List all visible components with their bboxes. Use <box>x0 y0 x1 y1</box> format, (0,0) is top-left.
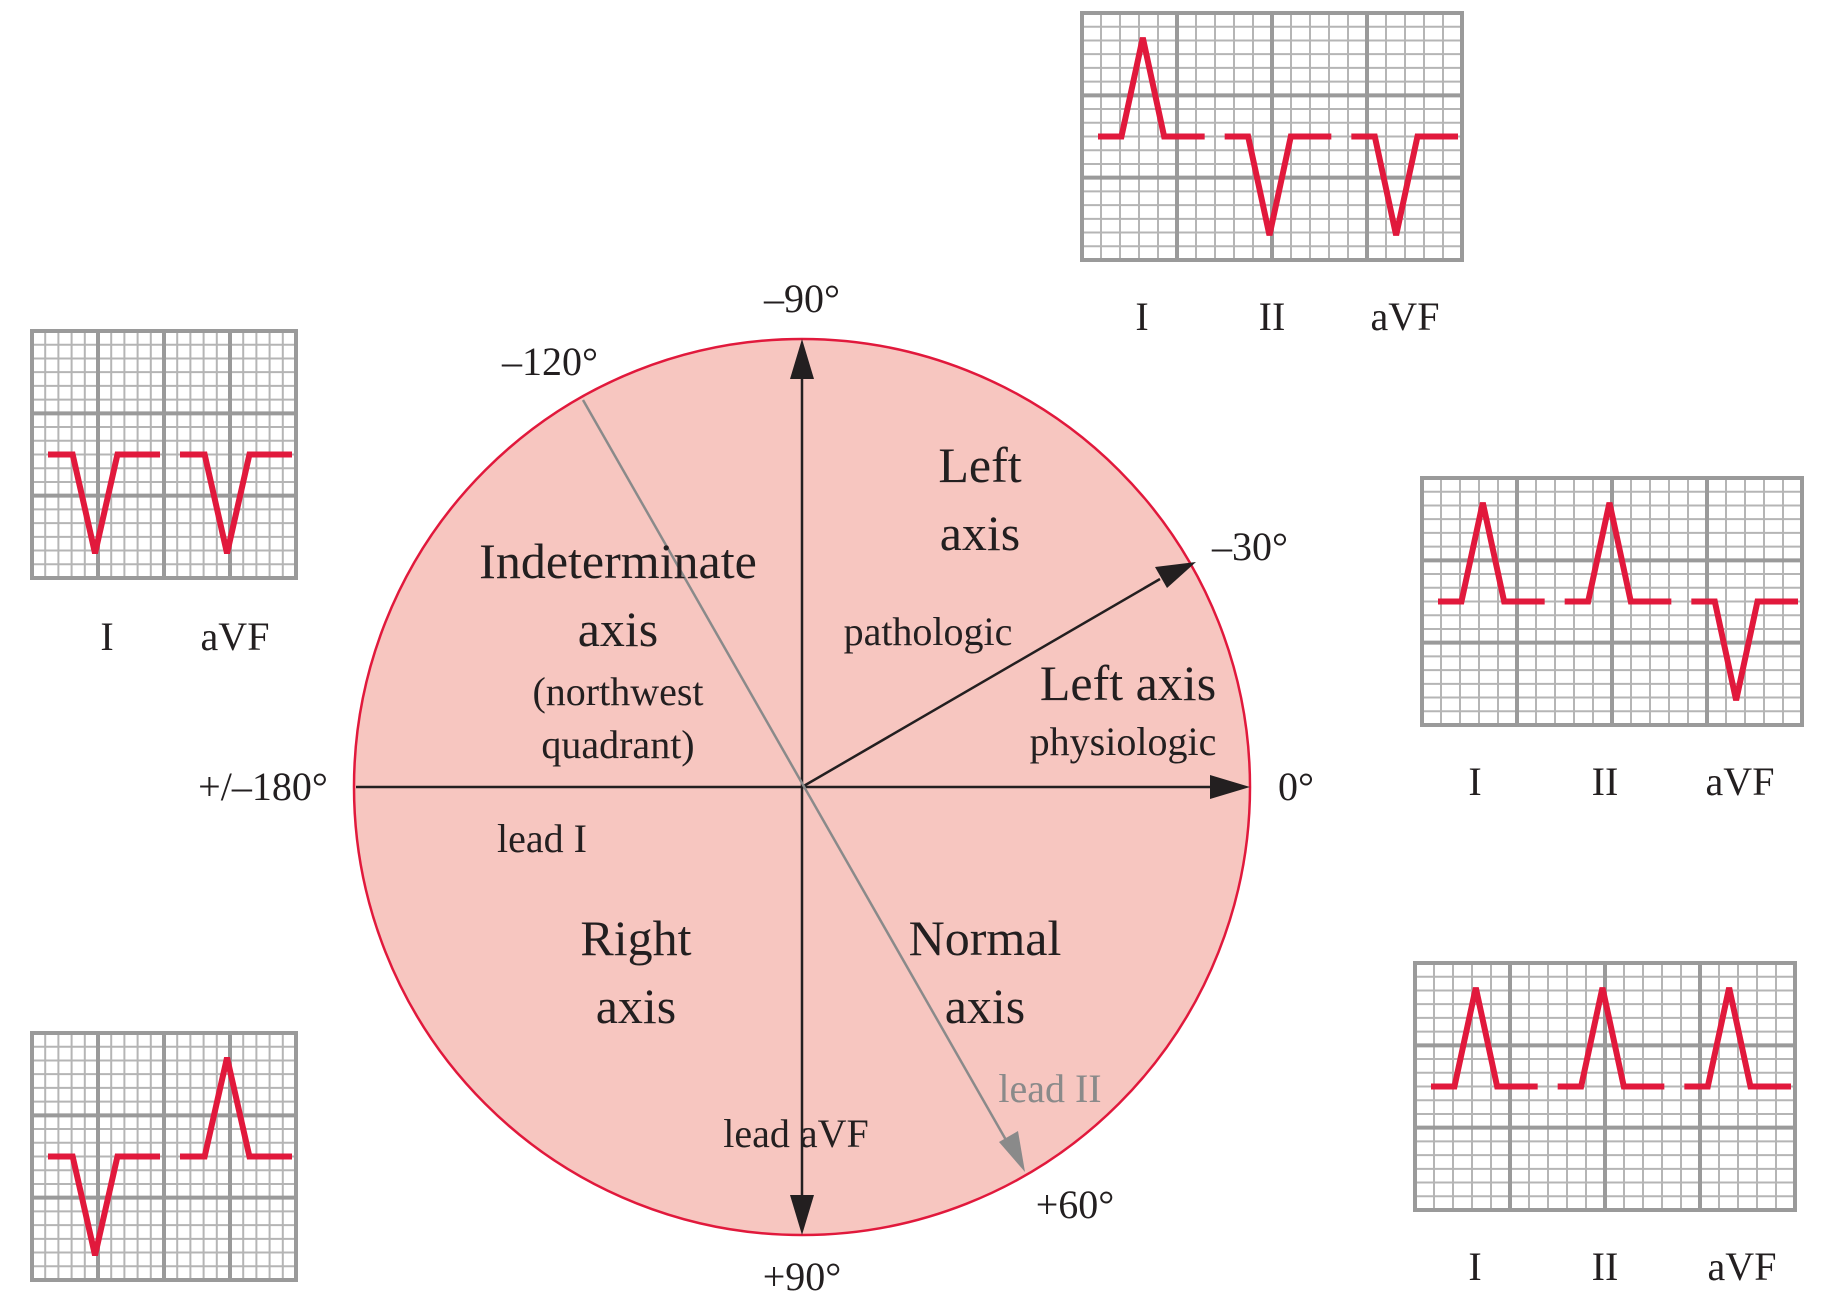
ecg-lead-label: II <box>1592 759 1619 804</box>
ecg-lead-label: I <box>1135 294 1148 339</box>
ecg-frame <box>1413 961 1797 1212</box>
indeterminate-axis-title-line2: axis <box>578 601 659 657</box>
angle-label-zero: 0° <box>1278 764 1314 809</box>
indeterminate-axis-title: Indeterminate <box>479 533 757 589</box>
angle-label-plus-90: +90° <box>763 1254 842 1299</box>
ecg-trace-avf <box>1684 987 1791 1090</box>
angle-label-minus-120: –120° <box>501 339 598 384</box>
angle-label-plus-minus-180: +/–180° <box>198 764 328 809</box>
angle-label-plus-60: +60° <box>1036 1182 1115 1227</box>
ecg-trace-avf <box>180 1057 292 1160</box>
right-axis-title: Right <box>580 910 691 966</box>
ecg-trace-avf <box>1351 133 1458 236</box>
ecg-trace-avf <box>1691 598 1798 701</box>
normal-axis-title-line2: axis <box>945 978 1026 1034</box>
lead-i-label: lead I <box>497 816 587 861</box>
quadrant-note: quadrant) <box>541 722 694 767</box>
ecg-trace-ii <box>1224 133 1332 236</box>
right-axis-title-line2: axis <box>596 978 677 1034</box>
zero-degree-arrowhead <box>1210 775 1250 799</box>
ecg-lead-label: II <box>1592 1244 1619 1289</box>
left-axis-title: Left <box>938 437 1021 493</box>
ecg-lead-label: aVF <box>1706 759 1775 804</box>
ecg-panel-left-pathologic: I II aVF <box>1080 11 1464 339</box>
normal-axis-title: Normal <box>909 910 1062 966</box>
ecg-frame <box>30 1031 298 1282</box>
ecg-trace-avf <box>180 451 292 554</box>
minus-30-axis-line <box>801 577 1161 789</box>
ecg-panel-left-physiologic: I II aVF <box>1420 476 1804 804</box>
ecg-frame <box>1080 11 1464 262</box>
ecg-trace-i <box>1431 987 1538 1090</box>
left-axis-title-line2: axis <box>940 505 1021 561</box>
minus-90-arrowhead <box>790 339 814 379</box>
pathologic-label: pathologic <box>844 609 1013 654</box>
ecg-trace-i <box>48 451 160 554</box>
ecg-lead-label: aVF <box>1708 1244 1777 1289</box>
left-axis-physiologic-title: Left axis <box>1040 655 1216 711</box>
minus-30-arrowhead <box>1155 562 1196 588</box>
plus-90-arrowhead <box>790 1195 814 1235</box>
ecg-lead-label: I <box>1468 1244 1481 1289</box>
plus-60-arrowhead <box>999 1131 1025 1172</box>
ecg-lead-label: I <box>1468 759 1481 804</box>
ecg-lead-label: II <box>1259 294 1286 339</box>
ecg-frame <box>1420 476 1804 727</box>
ecg-trace-i <box>1438 502 1545 605</box>
lead-ii-axis-line <box>581 399 1008 1141</box>
ecg-trace-ii <box>1564 502 1672 605</box>
ecg-trace-i <box>48 1153 160 1256</box>
ecg-panel-normal: I II aVF <box>1413 961 1797 1289</box>
ecg-lead-label: I <box>100 614 113 659</box>
ecg-lead-label: aVF <box>1371 294 1440 339</box>
lead-ii-label: lead II <box>998 1066 1101 1111</box>
angle-label-minus-90: –90° <box>763 276 840 321</box>
ecg-trace-i <box>1098 37 1205 140</box>
angle-label-minus-30: –30° <box>1211 524 1288 569</box>
ecg-trace-ii <box>1557 987 1665 1090</box>
ecg-panel-right <box>30 1031 298 1282</box>
ecg-lead-label: aVF <box>201 614 270 659</box>
physiologic-label: physiologic <box>1030 719 1217 764</box>
northwest-note: (northwest <box>532 669 703 714</box>
ecg-frame <box>30 329 298 580</box>
lead-avf-label: lead aVF <box>723 1111 869 1156</box>
